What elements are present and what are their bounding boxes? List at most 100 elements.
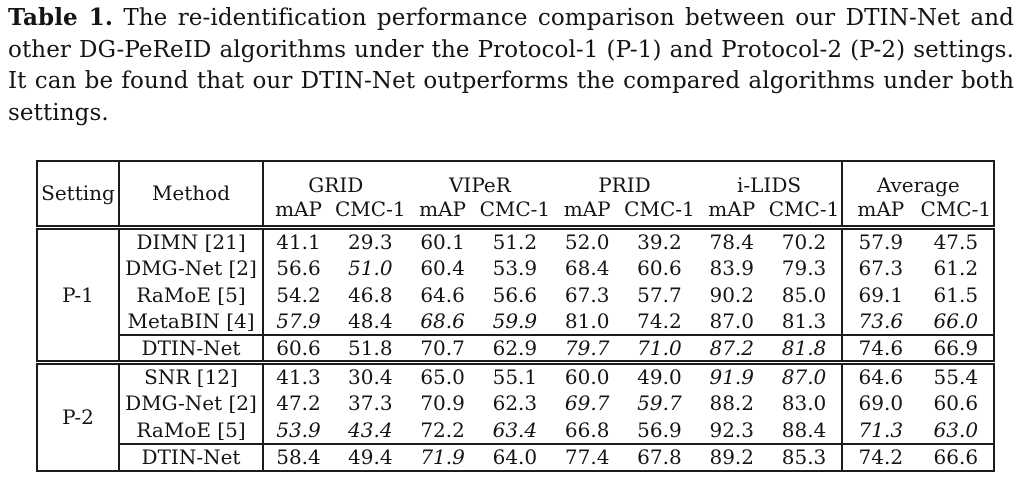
value-cell: 63.4 <box>492 417 538 442</box>
value-cell: 49.4 <box>333 442 408 471</box>
value-cell: 72.2 <box>420 417 465 442</box>
method-cell: DMG-Net [2] <box>119 389 264 417</box>
value-cell: 81.3 <box>781 309 827 333</box>
header-sub-cmc1: CMC-1 <box>333 197 408 230</box>
value-cell: 56.9 <box>637 417 682 442</box>
value-cell: 85.0 <box>781 282 827 307</box>
value-cell: 51.2 <box>492 229 538 254</box>
value-cell: 78.4 <box>709 229 754 254</box>
value-cell: 56.6 <box>276 255 321 280</box>
value-cell: 49.0 <box>637 365 682 390</box>
value-cell: 55.4 <box>933 365 979 390</box>
value-cell: 57.9 <box>276 309 321 333</box>
header-sub-cmc1: CMC-1 <box>918 197 995 230</box>
method-cell: RaMoE [5] <box>119 416 264 444</box>
method-cell: DTIN-Net <box>119 442 264 471</box>
value-cell: 61.2 <box>933 255 979 280</box>
value-cell: 56.6 <box>492 282 538 307</box>
results-table-wrapper: Setting Method GRID VIPeR PRID i-LIDS Av… <box>36 160 996 472</box>
value-cell: 88.2 <box>709 391 754 415</box>
value-cell: 41.3 <box>276 365 321 390</box>
value-cell: 60.6 <box>263 334 333 365</box>
value-cell: 87.0 <box>781 365 827 390</box>
table-row: DMG-Net [2] 56.6 51.0 60.4 53.9 68.4 60.6 83.9 7… <box>37 254 994 281</box>
value-cell: 51.8 <box>333 334 408 365</box>
value-cell: 64.6 <box>420 282 465 307</box>
value-cell: 59.9 <box>492 309 538 333</box>
value-cell: 52.0 <box>564 229 610 254</box>
method-cell: SNR [12] <box>119 362 264 390</box>
value-cell: 71.9 <box>407 442 478 471</box>
header-sub-cmc1: CMC-1 <box>622 197 697 230</box>
value-cell: 63.0 <box>933 417 979 442</box>
value-cell: 71.0 <box>622 334 697 365</box>
value-cell: 81.0 <box>564 309 610 333</box>
value-cell: 69.1 <box>841 281 919 308</box>
value-cell: 81.8 <box>766 334 843 365</box>
value-cell: 77.4 <box>552 442 623 471</box>
value-cell: 30.4 <box>348 365 393 390</box>
value-cell: 43.4 <box>348 417 393 442</box>
caption-text: The re-identification performance compar… <box>8 5 1014 126</box>
value-cell: 48.4 <box>348 309 393 333</box>
header-sub-map: mAP <box>552 197 623 230</box>
value-cell: 69.7 <box>564 391 610 415</box>
value-cell: 70.9 <box>420 391 465 415</box>
table-row: P-2 SNR [12] 41.3 30.4 65.0 55.1 60.0 49.0 91.9 8… <box>37 362 994 471</box>
value-cell: 64.6 <box>841 362 919 390</box>
method-cell: MetaBIN [4] <box>119 308 264 335</box>
value-cell: 61.5 <box>933 282 979 307</box>
header-sub-cmc1: CMC-1 <box>477 197 553 230</box>
value-cell: 70.2 <box>781 229 827 254</box>
value-cell: 67.3 <box>841 254 919 281</box>
method-cell: DTIN-Net <box>119 334 264 365</box>
value-cell: 60.6 <box>637 255 682 280</box>
value-cell: 54.2 <box>276 282 321 307</box>
value-cell: 29.3 <box>348 229 393 254</box>
value-cell: 62.3 <box>492 391 538 415</box>
header-method: Method <box>119 161 264 230</box>
table-row: DTIN-Net 58.4 49.4 71.9 64.0 77.4 67.8 89.2 85.3… <box>37 442 995 471</box>
value-cell: 83.9 <box>709 255 754 280</box>
value-cell: 83.0 <box>781 391 827 415</box>
value-cell: 73.6 <box>841 308 919 335</box>
value-cell: 79.3 <box>781 255 827 280</box>
value-cell: 89.2 <box>696 442 767 471</box>
value-cell: 58.4 <box>263 442 333 471</box>
table-row: P-1 DIMN [21] 41.1 29.3 60.1 51.2 52.0 39.2 78.4… <box>37 227 994 365</box>
value-cell: 91.9 <box>709 365 754 390</box>
value-cell: 41.1 <box>276 229 321 254</box>
header-sub-map: mAP <box>263 197 333 230</box>
value-cell: 47.5 <box>933 229 979 254</box>
table-row: RaMoE [5] 53.9 43.4 72.2 63.4 66.8 56.9 92.3 88.… <box>37 416 994 444</box>
caption-label: Table 1. <box>8 4 113 31</box>
value-cell: 39.2 <box>637 229 682 254</box>
value-cell: 37.3 <box>348 391 393 415</box>
results-table: Setting Method GRID VIPeR PRID i-LIDS Av… <box>36 160 996 472</box>
value-cell: 46.8 <box>348 282 393 307</box>
header-sub-cmc1: CMC-1 <box>766 197 843 230</box>
value-cell: 66.9 <box>918 334 995 365</box>
value-cell: 90.2 <box>709 282 754 307</box>
value-cell: 87.0 <box>709 309 754 333</box>
value-cell: 85.3 <box>766 442 843 471</box>
value-cell: 66.0 <box>933 309 979 333</box>
value-cell: 55.1 <box>492 365 538 390</box>
value-cell: 53.9 <box>276 417 321 442</box>
value-cell: 57.9 <box>841 227 919 254</box>
value-cell: 53.9 <box>492 255 538 280</box>
method-cell: DIMN [21] <box>119 227 264 254</box>
value-cell: 88.4 <box>781 417 827 442</box>
value-cell: 66.6 <box>918 442 995 471</box>
value-cell: 79.7 <box>552 334 623 365</box>
table-row: DTIN-Net 60.6 51.8 70.7 62.9 79.7 71.0 87.2 81.8… <box>37 334 995 365</box>
header-group-grid: GRID <box>308 173 364 197</box>
header-group-ilids: i-LIDS <box>736 173 802 197</box>
value-cell: 60.1 <box>420 229 465 254</box>
value-cell: 57.7 <box>637 282 682 307</box>
value-cell: 65.0 <box>420 365 465 390</box>
value-cell: 60.6 <box>933 391 979 415</box>
value-cell: 62.9 <box>477 334 553 365</box>
method-cell: RaMoE [5] <box>119 281 264 308</box>
value-cell: 68.6 <box>420 309 465 333</box>
